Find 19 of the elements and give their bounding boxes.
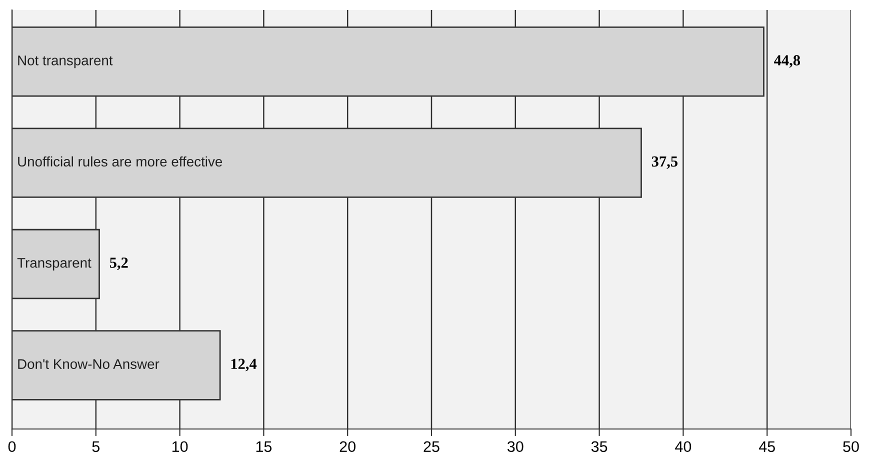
x-tick-label: 50 [843,441,859,452]
y-tick-label: Transparent [17,258,92,271]
data-label: 44,8 [774,55,800,68]
x-tick-label: 25 [424,441,440,452]
x-tick-label: 15 [256,441,272,452]
data-label: 12,4 [231,358,257,372]
x-tick-label: 10 [172,441,188,452]
x-tick-label: 40 [675,441,692,452]
x-tick-label: 0 [8,441,16,452]
data-label: 37,5 [652,156,678,169]
x-tick-label: 35 [591,441,608,452]
x-tick-label: 45 [758,441,775,452]
y-tick-label: Don't Know-No Answer [18,359,160,369]
y-tick-label: Unofficial rules are more effective [18,156,222,167]
x-tick-label: 30 [507,441,524,452]
x-tick-label: 20 [340,441,356,452]
x-tick-label: 5 [92,441,100,452]
y-tick-label: Not transparent [18,56,113,68]
data-label: 5,2 [110,258,128,270]
